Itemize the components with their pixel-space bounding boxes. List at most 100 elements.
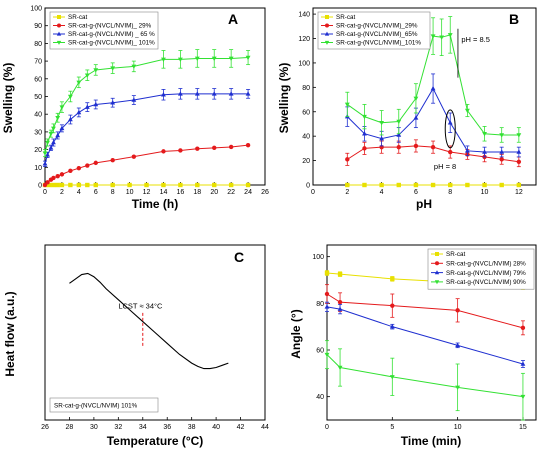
x-tick-label: 26 — [261, 189, 269, 196]
panel-letter: C — [234, 249, 244, 265]
data-point — [178, 182, 183, 188]
x-tick-label: 18 — [193, 189, 201, 196]
data-point — [337, 271, 343, 277]
data-point — [448, 149, 453, 155]
chart-panel-c: 26 28 30 32 34 36 38 40 42 44 Temperature (°C) Heat… — [3, 244, 269, 448]
x-tick-label: 12 — [515, 189, 523, 196]
data-point — [413, 96, 419, 101]
data-point — [482, 149, 487, 154]
x-tick-label: 15 — [519, 424, 527, 431]
data-point — [499, 182, 504, 188]
data-point — [195, 146, 200, 151]
data-point — [337, 365, 343, 371]
data-point — [144, 182, 149, 188]
y-axis-title: Heat flow (a.u.) — [3, 291, 17, 376]
legend-marker — [434, 270, 440, 275]
legend-label: SR-cat — [446, 251, 465, 258]
series-1 — [324, 284, 526, 336]
x-tick-label: 10 — [126, 189, 134, 196]
panel-letter: A — [228, 11, 238, 27]
legend-marker — [57, 23, 61, 28]
data-point — [345, 157, 350, 162]
legend-marker — [57, 15, 61, 19]
series-line — [347, 34, 519, 136]
data-point — [337, 299, 343, 305]
data-point — [76, 109, 82, 115]
data-point — [211, 56, 217, 62]
data-point — [345, 182, 350, 188]
series-1 — [42, 142, 251, 188]
data-point — [516, 159, 522, 165]
data-point — [324, 270, 330, 276]
data-point — [520, 361, 526, 366]
data-point — [413, 182, 419, 188]
y-tick-label: 120 — [298, 36, 310, 43]
data-point — [396, 132, 402, 137]
x-tick-label: 16 — [176, 189, 184, 196]
x-tick-label: 32 — [114, 424, 122, 431]
series-2 — [324, 301, 526, 368]
x-tick-label: 6 — [414, 189, 418, 196]
x-tick-label: 26 — [41, 424, 49, 431]
data-point — [499, 133, 505, 138]
data-point — [178, 148, 183, 153]
data-point — [45, 152, 50, 157]
series-0 — [42, 182, 251, 188]
y-tick-label: 100 — [30, 6, 42, 13]
data-point — [439, 35, 445, 40]
data-point — [465, 182, 470, 188]
legend-label: SR-cat-g-(NVCL/NVIM)_29% — [336, 23, 418, 30]
y-tick-label: 70 — [34, 59, 42, 66]
data-point — [455, 342, 461, 348]
legend-label: SR-cat-g-(NVCL/NVIM) 90% — [446, 279, 526, 286]
data-point — [194, 56, 200, 62]
x-tick-label: 14 — [160, 189, 168, 196]
legend-label: SR-cat — [68, 14, 87, 21]
data-point — [430, 34, 436, 39]
data-point — [55, 173, 60, 179]
data-point — [67, 94, 73, 100]
data-point — [55, 132, 61, 138]
data-point — [228, 91, 234, 96]
data-point — [344, 102, 350, 108]
y-axis-title: Swelling (%) — [1, 63, 15, 134]
series-3 — [324, 340, 526, 421]
data-point — [396, 119, 402, 125]
data-point — [177, 91, 183, 96]
series-line — [44, 144, 249, 186]
data-point — [59, 182, 65, 188]
legend-label: SR-cat-g-(NVCL/NVIM) 101% — [54, 403, 138, 410]
y-tick-label: 100 — [298, 60, 310, 67]
data-point — [161, 57, 166, 62]
legend-marker — [324, 40, 330, 45]
data-point — [337, 306, 343, 311]
annotation-ellipse — [444, 109, 456, 149]
data-point — [516, 133, 522, 138]
data-point — [324, 291, 330, 297]
x-tick-label: 36 — [163, 424, 171, 431]
data-point — [85, 163, 90, 168]
data-point — [245, 142, 251, 148]
y-tick-label: 0 — [38, 183, 42, 190]
data-point — [48, 145, 54, 150]
series-line — [44, 57, 249, 154]
data-point — [430, 182, 436, 188]
series-0 — [69, 272, 229, 370]
series-line — [326, 293, 524, 329]
series-3 — [42, 49, 251, 158]
data-point — [516, 182, 522, 188]
data-point — [161, 149, 166, 154]
data-point — [59, 125, 65, 131]
data-point — [48, 131, 54, 137]
y-tick-label: 60 — [302, 109, 310, 116]
data-point — [127, 182, 132, 188]
x-tick-label: 10 — [454, 424, 462, 431]
annotation-ph-8: pH = 8 — [434, 162, 456, 171]
legend-marker — [325, 15, 329, 19]
x-tick-label: 0 — [325, 424, 329, 431]
data-point — [211, 91, 217, 96]
data-point — [413, 143, 419, 149]
legend-label: SR-cat-g-(NVCL/NVIM)_ 29% — [68, 23, 152, 30]
x-tick-label: 24 — [244, 189, 252, 196]
